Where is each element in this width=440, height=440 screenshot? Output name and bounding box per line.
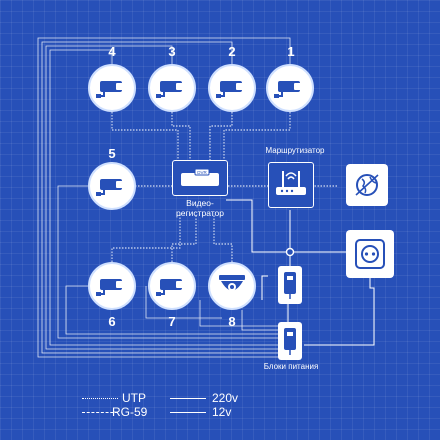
bullet-camera-icon (96, 279, 124, 296)
camera-node[interactable] (88, 162, 136, 210)
legend-utp-text: UTP (122, 391, 146, 405)
camera-node[interactable] (208, 64, 256, 112)
legend-rg59-text: RG-59 (112, 405, 148, 419)
dvr-label: Видео- регистратор (164, 198, 236, 218)
power-bus-lines (37, 37, 291, 358)
camera-number: 2 (228, 44, 236, 59)
dvr-badge-text: DVR (197, 170, 207, 175)
power-adapter-icon (284, 272, 296, 299)
camera-node[interactable] (88, 262, 136, 310)
dvr-icon: DVR (181, 168, 219, 186)
power-supply-unit[interactable] (278, 266, 302, 304)
camera-number: 1 (287, 44, 295, 59)
bullet-camera-icon (156, 81, 184, 98)
power-supplies-label: Блоки питания (263, 362, 319, 371)
camera-number: 4 (108, 44, 116, 59)
low-voltage-12v-lines (261, 275, 289, 322)
bullet-camera-icon (156, 279, 184, 296)
camera-node[interactable] (88, 64, 136, 112)
dome-camera-icon (219, 275, 245, 291)
dvr-label-line2: регистратор (176, 208, 224, 218)
internet-node[interactable] (346, 164, 388, 206)
bullet-camera-icon (96, 81, 124, 98)
camera-node[interactable] (148, 262, 196, 310)
camera-node[interactable] (148, 64, 196, 112)
camera-number: 7 (168, 314, 176, 329)
legend-12v-text: 12v (212, 405, 232, 419)
power-outlet[interactable] (346, 230, 394, 278)
bullet-camera-icon (274, 81, 302, 98)
camera-number: 5 (108, 146, 116, 161)
power-adapter-icon (284, 328, 296, 355)
router-device[interactable] (268, 162, 314, 208)
socket-icon (355, 239, 385, 269)
legend-12v-line (170, 412, 206, 413)
camera-node[interactable] (208, 262, 256, 310)
router-icon (276, 171, 306, 195)
bullet-camera-icon (96, 179, 124, 196)
dvr-label-line1: Видео- (186, 198, 214, 208)
camera-number: 3 (168, 44, 176, 59)
camera-number: 6 (108, 314, 116, 329)
dvr-device[interactable]: DVR (172, 160, 228, 196)
legend-rg59-line (82, 412, 118, 413)
utp-cables (111, 112, 337, 262)
legend-220v-text: 220v (212, 391, 239, 405)
globe-icon (355, 174, 379, 196)
camera-number: 8 (228, 314, 236, 329)
camera-node[interactable] (266, 64, 314, 112)
power-supply-unit[interactable] (278, 322, 302, 360)
legend-220v-line (170, 398, 206, 399)
junction-node (285, 247, 295, 257)
router-label: Маршрутизатор (265, 146, 325, 155)
legend-utp-line (82, 398, 118, 399)
bullet-camera-icon (216, 81, 244, 98)
